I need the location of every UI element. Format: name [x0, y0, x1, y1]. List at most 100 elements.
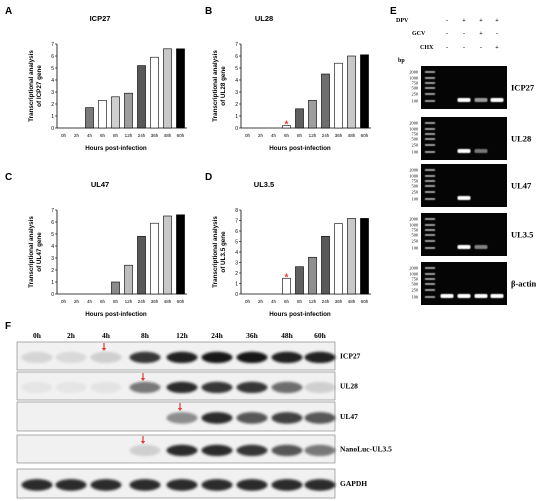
ladder-label: 500 — [412, 137, 418, 142]
ladder-label: 2000 — [409, 70, 418, 75]
y-tick-label: 1 — [51, 280, 54, 286]
gel-band — [457, 98, 471, 102]
time-label: 2h — [67, 331, 76, 340]
panel-letter: D — [205, 172, 212, 183]
blot-band — [129, 444, 161, 456]
chart-panel-c: C UL47 Transcriptional analysis of UL47 gen… — [5, 172, 187, 318]
y-axis-label: Transcriptional analysis — [212, 216, 219, 288]
ladder-band — [425, 185, 435, 187]
ladder-label: 100 — [412, 150, 418, 155]
y-tick-label: 1 — [51, 114, 54, 120]
y-tick-label: 6 — [51, 54, 54, 60]
blot-band — [166, 444, 198, 456]
blot-band — [166, 381, 198, 393]
condition-sign: + — [495, 45, 499, 51]
x-tick-label: 0h — [61, 133, 67, 138]
blot-band — [236, 381, 268, 393]
y-tick-label: 4 — [235, 78, 238, 84]
ladder-label: 2000 — [409, 121, 418, 126]
gel-band — [474, 294, 488, 298]
panel-letter: F — [5, 321, 11, 332]
x-axis-label: Hours post-infection — [269, 145, 331, 152]
blot-strip-ul47 — [16, 401, 336, 432]
y-tick-label: 4 — [51, 244, 54, 250]
y-tick-label: 5 — [235, 66, 238, 72]
x-tick-label: 4h — [87, 133, 93, 138]
x-tick-label: 60h — [361, 133, 369, 138]
condition-sign: + — [495, 18, 499, 24]
y-axis-label: of UL47 gene — [36, 232, 43, 272]
condition-sign: + — [479, 18, 483, 24]
blot-band — [201, 444, 233, 456]
bar-4h — [85, 107, 94, 129]
x-tick-label: 12h — [125, 133, 133, 138]
blot-band — [129, 351, 161, 363]
blot-label: ICP27 — [340, 352, 361, 361]
x-tick-label: 24h — [138, 299, 146, 304]
y-tick-label: 2 — [235, 271, 238, 277]
bp-unit-label: bp — [398, 58, 405, 64]
blot-band — [271, 381, 303, 393]
condition-label-gcv: GCV — [412, 31, 426, 37]
y-tick-label: 3 — [51, 256, 54, 262]
bar-6h — [282, 277, 291, 295]
condition-sign: - — [463, 31, 465, 37]
ladder-label: 2000 — [409, 266, 418, 271]
ladder-label: 500 — [412, 233, 418, 238]
gel-image-ul3-5 — [421, 213, 507, 256]
bar-48h — [163, 48, 172, 129]
x-tick-label: 2h — [258, 133, 264, 138]
x-tick-label: 4h — [271, 299, 277, 304]
ladder-band — [425, 144, 435, 146]
ladder-label: 250 — [412, 143, 418, 148]
ladder-label: 250 — [412, 239, 418, 244]
gel-image-ul28 — [421, 117, 507, 160]
x-tick-label: 60h — [361, 299, 369, 304]
blot-band — [201, 381, 233, 393]
y-tick-label: 3 — [51, 90, 54, 96]
y-tick-label: 4 — [51, 78, 54, 84]
y-tick-label: 2 — [51, 268, 54, 274]
ladder-label: 750 — [412, 132, 418, 137]
blot-band — [21, 479, 53, 491]
ladder-band — [425, 93, 435, 95]
blot-band — [236, 412, 268, 424]
y-tick-label: 1 — [235, 281, 238, 287]
y-tick-label: 6 — [235, 229, 238, 235]
bar-12h — [124, 92, 133, 129]
x-tick-label: 8h — [113, 299, 119, 304]
blot-band — [129, 381, 161, 393]
x-axis-label: Hours post-infection — [85, 145, 147, 152]
y-tick-label: 3 — [235, 90, 238, 96]
gel-label: ICP27 — [511, 83, 535, 93]
bar-60h — [176, 48, 185, 129]
ladder-band — [425, 240, 435, 242]
x-tick-label: 0h — [61, 299, 67, 304]
bar-60h — [360, 54, 369, 129]
arrow-head — [101, 348, 107, 351]
ladder-band — [425, 283, 435, 285]
x-axis-label: Hours post-infection — [85, 311, 147, 318]
chart-title: UL28 — [255, 14, 273, 23]
time-label: 60h — [314, 331, 327, 340]
x-tick-label: 4h — [87, 299, 93, 304]
ladder-band — [425, 151, 435, 153]
y-tick-label: 7 — [235, 218, 238, 224]
gel-band — [474, 149, 488, 153]
ladder-band — [425, 247, 435, 249]
x-tick-label: 36h — [151, 299, 159, 304]
y-axis-label: Transcriptional analysis — [28, 216, 35, 288]
condition-sign: + — [462, 18, 466, 24]
condition-label-dpv: DPV — [396, 18, 409, 24]
panel-letter: A — [5, 6, 12, 17]
ladder-band — [425, 296, 435, 298]
x-tick-label: 24h — [322, 133, 330, 138]
gel-band — [440, 294, 454, 298]
arrow-head — [140, 441, 146, 444]
time-label: 12h — [176, 331, 189, 340]
ladder-label: 1000 — [409, 223, 418, 228]
ladder-label: 250 — [412, 190, 418, 195]
bar-8h — [111, 96, 120, 129]
